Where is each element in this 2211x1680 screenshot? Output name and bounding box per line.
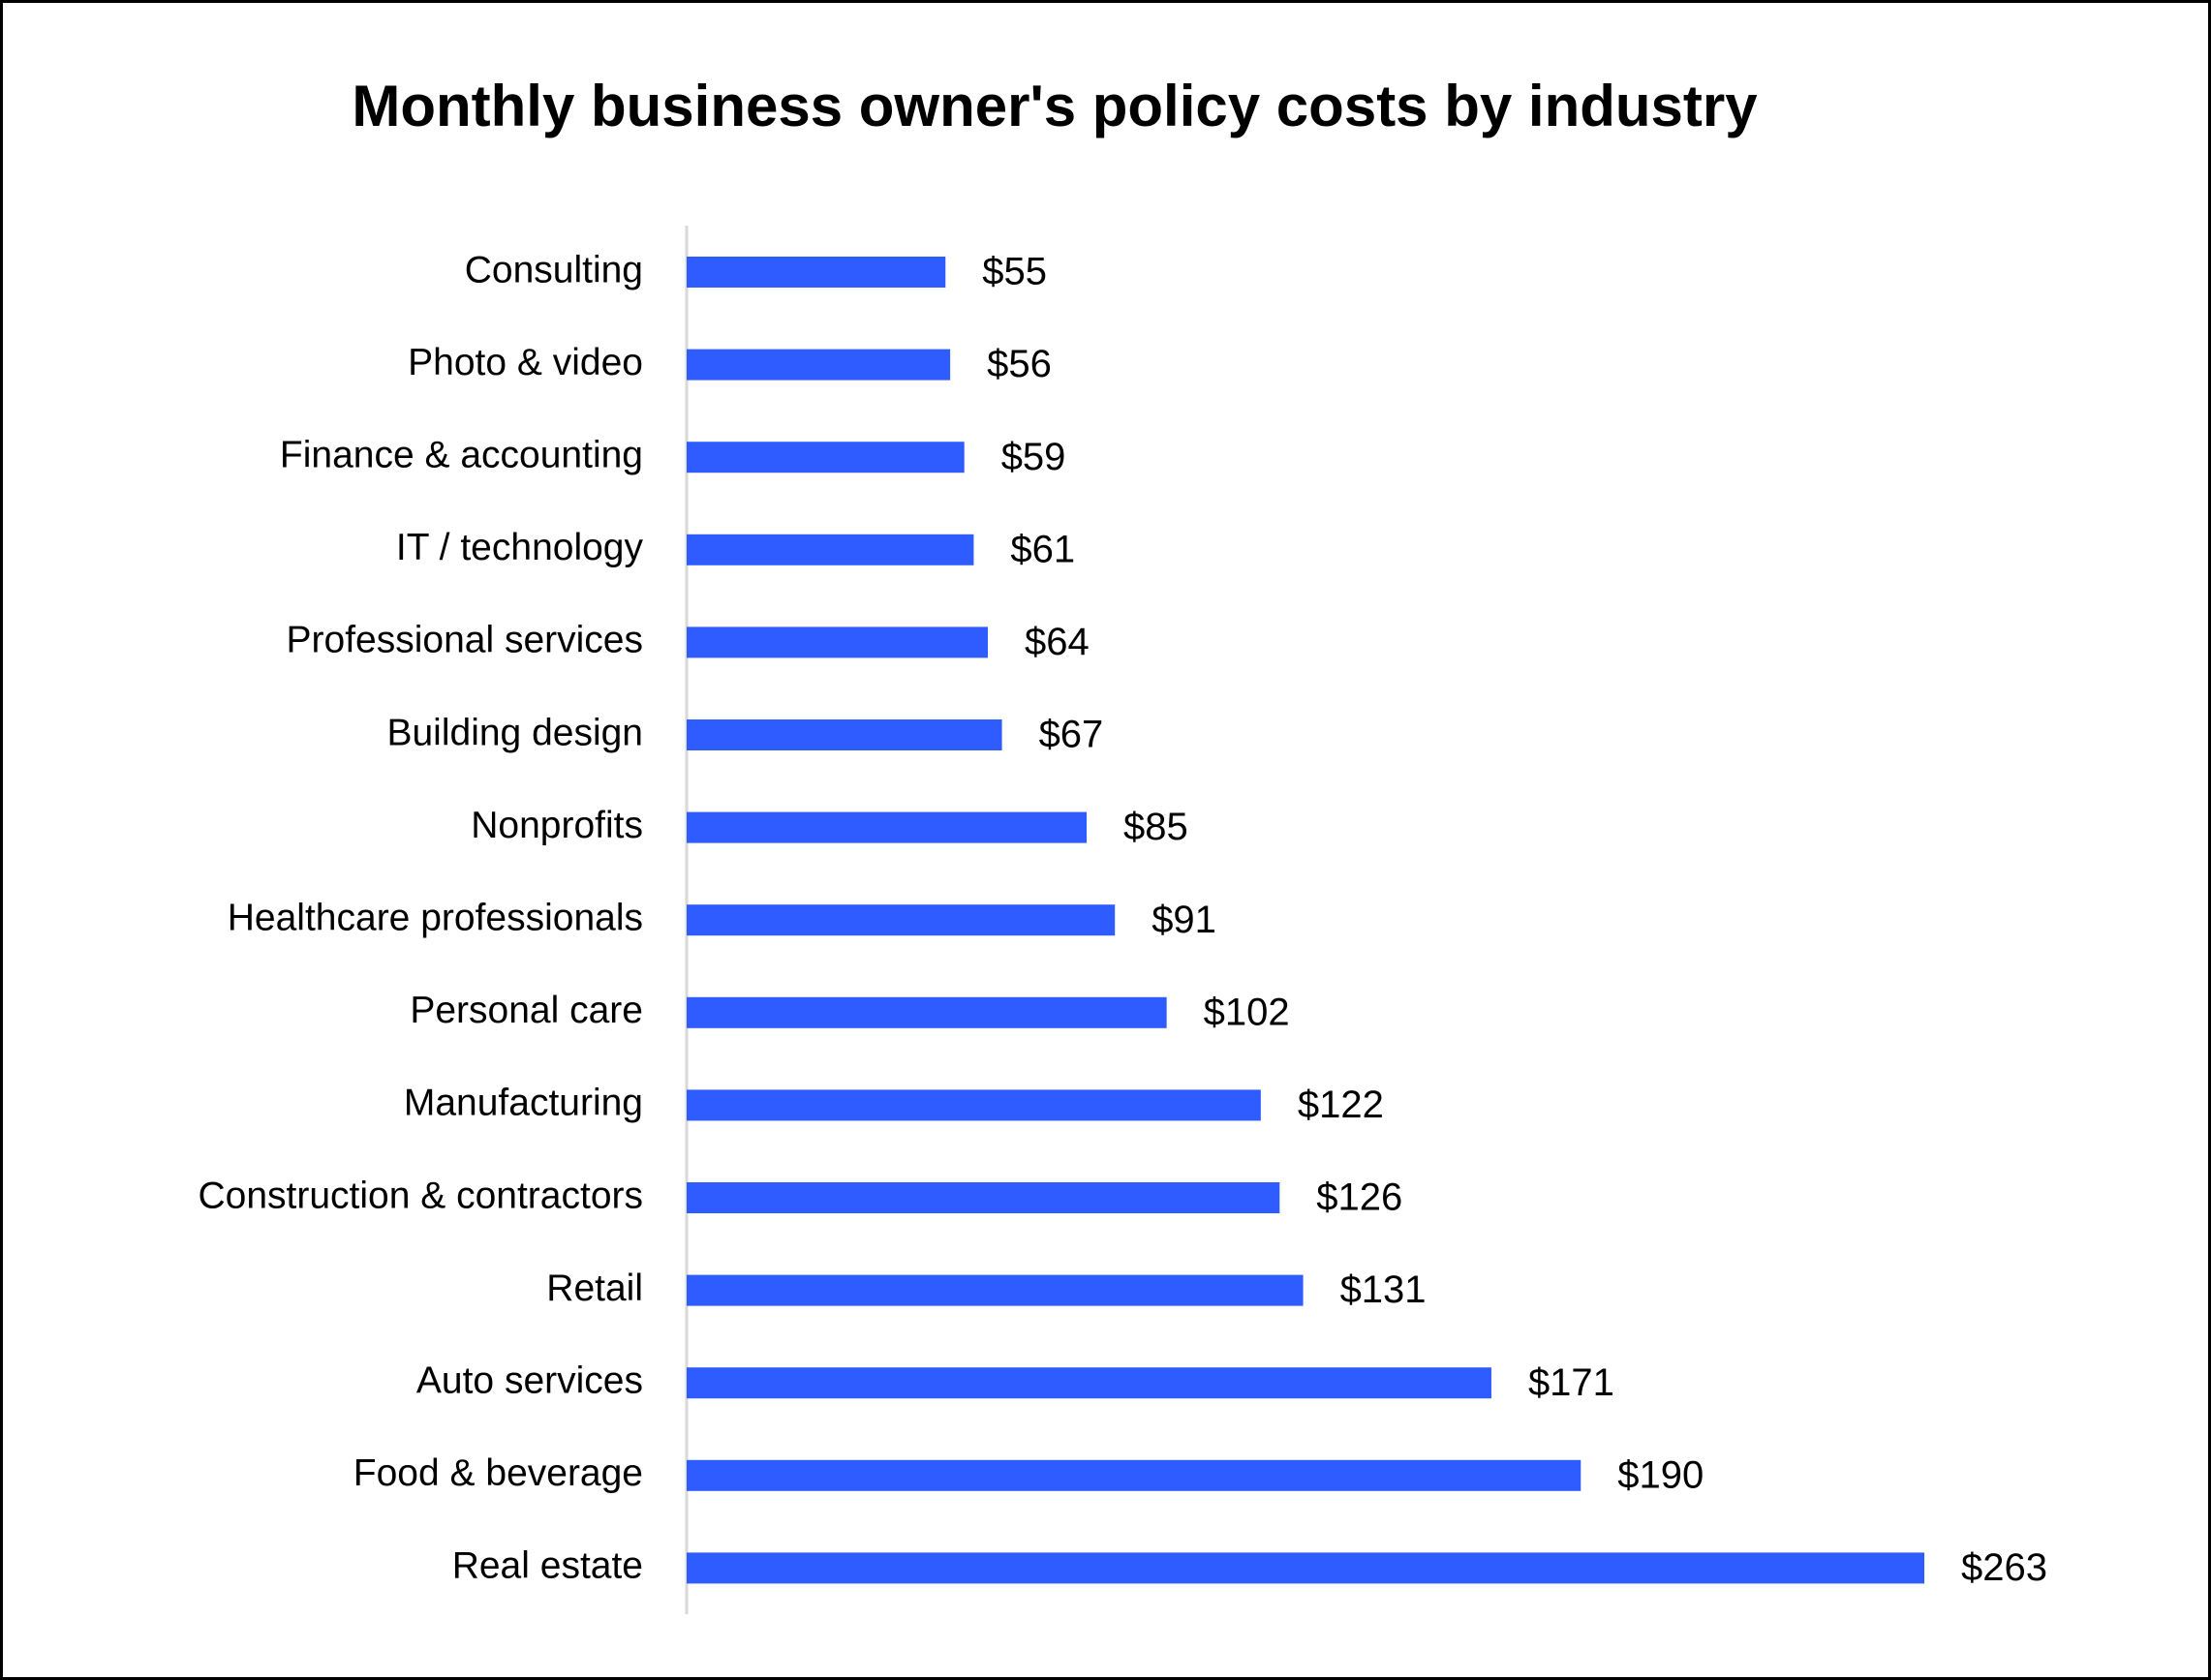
value-label: $91 bbox=[1152, 899, 1216, 941]
value-label: $61 bbox=[1010, 528, 1075, 570]
bar bbox=[687, 534, 974, 565]
category-label: Healthcare professionals bbox=[228, 897, 643, 938]
bar bbox=[687, 1552, 1924, 1584]
value-label: $64 bbox=[1025, 621, 1090, 663]
bar bbox=[687, 349, 951, 381]
category-label: Building design bbox=[386, 712, 643, 753]
value-label: $56 bbox=[987, 343, 1052, 385]
category-label: Nonprofits bbox=[471, 805, 643, 846]
value-label: $102 bbox=[1204, 991, 1290, 1033]
bar bbox=[687, 719, 1002, 750]
value-label: $126 bbox=[1316, 1176, 1402, 1219]
bar bbox=[687, 257, 946, 288]
value-label: $131 bbox=[1340, 1268, 1427, 1311]
bar bbox=[687, 442, 965, 473]
category-label: Construction & contractors bbox=[198, 1175, 643, 1216]
category-label: Finance & accounting bbox=[280, 434, 643, 475]
value-label: $263 bbox=[1961, 1546, 2047, 1589]
bar bbox=[687, 626, 988, 658]
category-label: Retail bbox=[546, 1268, 643, 1309]
bar bbox=[687, 1274, 1304, 1306]
bar bbox=[687, 996, 1167, 1028]
value-label: $59 bbox=[1001, 436, 1066, 478]
value-label: $55 bbox=[982, 251, 1047, 293]
bar bbox=[687, 1089, 1261, 1121]
value-label: $122 bbox=[1298, 1084, 1384, 1126]
bar bbox=[687, 904, 1116, 936]
value-label: $190 bbox=[1617, 1453, 1704, 1496]
category-label: Auto services bbox=[416, 1359, 643, 1401]
value-label: $67 bbox=[1039, 714, 1104, 756]
category-label: Consulting bbox=[465, 249, 643, 290]
category-label: Photo & video bbox=[408, 342, 643, 383]
bar bbox=[687, 1182, 1280, 1213]
category-label: Manufacturing bbox=[404, 1083, 643, 1124]
category-label: Real estate bbox=[452, 1545, 643, 1587]
category-label: IT / technology bbox=[396, 527, 644, 568]
value-label: $171 bbox=[1528, 1361, 1614, 1404]
bar bbox=[687, 1459, 1581, 1491]
bar bbox=[687, 1367, 1491, 1399]
category-label: Food & beverage bbox=[353, 1452, 643, 1494]
chart-title: Monthly business owner's policy costs by… bbox=[352, 74, 1758, 138]
value-label: $85 bbox=[1123, 806, 1188, 848]
category-label: Professional services bbox=[287, 620, 643, 661]
bar bbox=[687, 811, 1088, 843]
category-label: Personal care bbox=[410, 990, 643, 1031]
